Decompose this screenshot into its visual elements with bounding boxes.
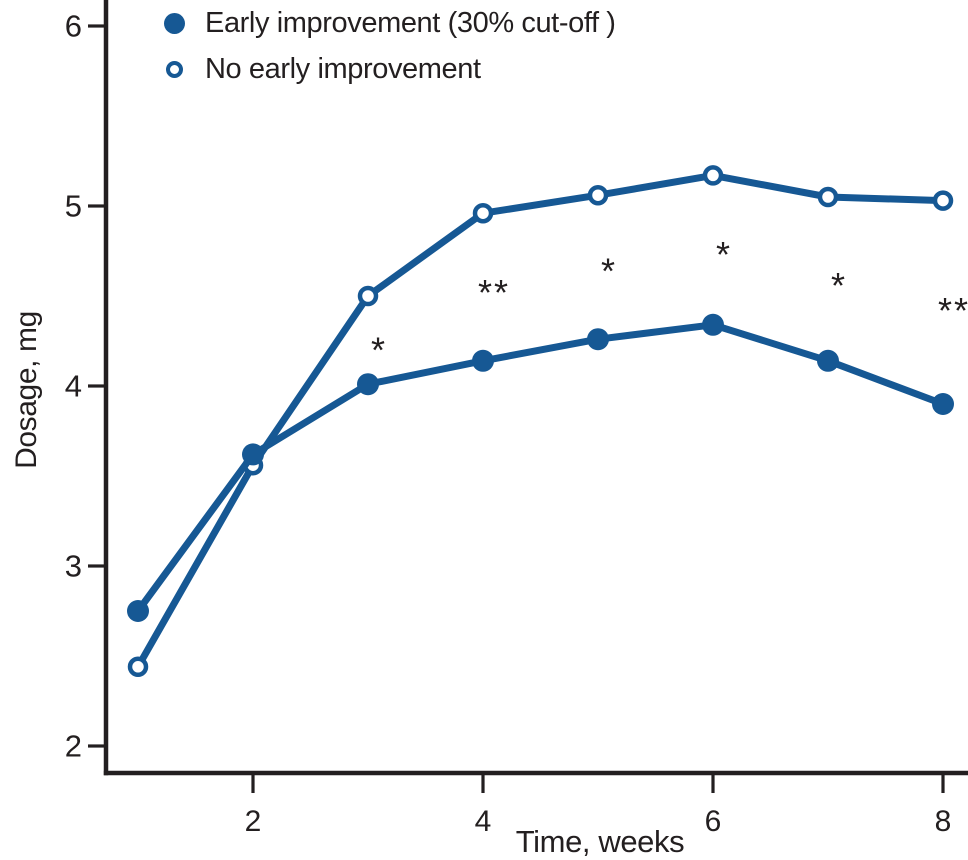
series-line: [135, 321, 945, 614]
x-tick-label: 6: [705, 805, 722, 838]
filled-circle-marker: [242, 443, 264, 466]
legend-item-no-early-improvement: No early improvement: [163, 46, 616, 92]
x-tick-label: 8: [935, 805, 952, 838]
axes: 2 3 4 5 6 2 4 6 8: [65, 0, 968, 838]
legend-item-early-improvement: Early improvement (30% cut-off ): [163, 0, 616, 46]
open-circle-marker: [702, 165, 724, 186]
open-circle-marker: [587, 184, 609, 206]
significance-asterisk: *: [601, 250, 617, 291]
y-tick-label: 3: [65, 549, 82, 584]
filled-circle-marker: [817, 349, 839, 372]
significance-asterisk: *: [831, 265, 847, 306]
series-no-early-improvement: [127, 165, 954, 678]
significance-asterisk: **: [478, 272, 510, 313]
y-axis-title: Dosage, mg: [10, 311, 43, 469]
open-circle-marker: [357, 285, 379, 307]
chart-legend: Early improvement (30% cut-off ) No earl…: [163, 0, 616, 92]
filled-circle-marker: [932, 393, 954, 415]
filled-circle-icon: [163, 12, 185, 34]
significance-asterisk: **: [938, 290, 968, 331]
significance-asterisk: *: [371, 330, 387, 371]
open-circle-marker: [817, 186, 839, 208]
filled-circle-marker: [702, 313, 724, 336]
x-tick-label: 2: [245, 805, 262, 838]
x-axis-title: Time, weeks: [515, 824, 685, 859]
y-tick-label: 4: [65, 369, 82, 404]
filled-circle-marker: [357, 373, 379, 396]
filled-circle-marker: [587, 328, 609, 351]
legend-label-early-improvement: Early improvement (30% cut-off ): [205, 6, 616, 39]
series-line: [134, 171, 944, 669]
significance-markers: **** ****: [371, 234, 968, 370]
open-circle-marker: [472, 202, 494, 224]
filled-circle-marker: [127, 600, 149, 622]
legend-label-no-early-improvement: No early improvement: [205, 52, 481, 85]
filled-circle-marker: [472, 349, 494, 372]
y-tick-label: 6: [65, 9, 82, 44]
series-early-improvement-30-cut-off: [127, 313, 954, 622]
open-circle-icon: [163, 58, 185, 80]
y-tick-label: 2: [65, 729, 82, 764]
significance-asterisk: *: [716, 234, 732, 275]
x-tick-label: 4: [475, 805, 492, 838]
open-circle-marker: [127, 656, 149, 678]
y-tick-label: 5: [65, 189, 82, 224]
open-circle-marker: [932, 190, 954, 211]
